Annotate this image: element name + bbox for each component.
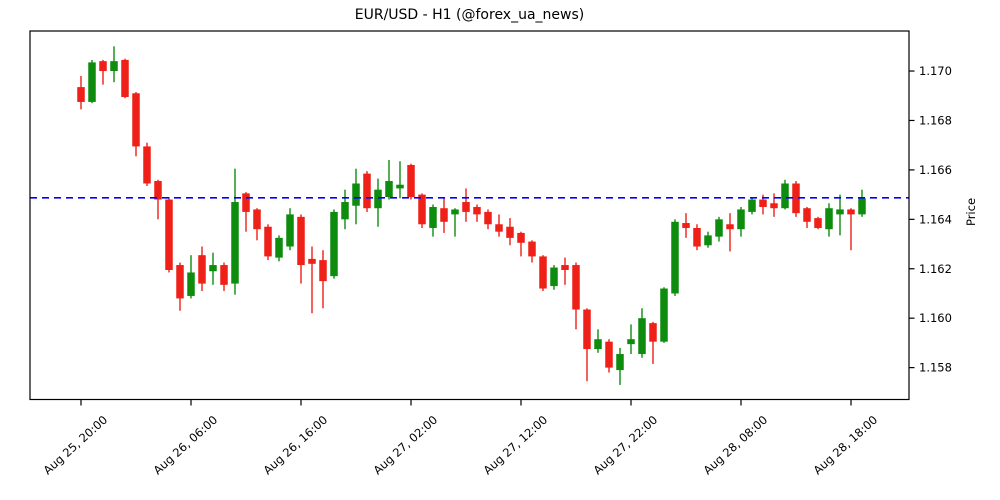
y-tick-label: 1.160: [919, 311, 952, 325]
candle-body-bullish: [341, 202, 349, 220]
candle-body-bullish: [330, 211, 338, 277]
candle-body-bullish: [352, 183, 360, 206]
candle-body-bearish: [583, 309, 591, 350]
candle-body-bearish: [539, 256, 547, 289]
candle-body-bullish: [429, 206, 437, 228]
x-tick-label: Aug 28, 08:00: [700, 413, 770, 478]
y-tick-label: 1.164: [919, 212, 952, 226]
candle-body-bearish: [649, 323, 657, 342]
candle-body-bearish: [473, 206, 481, 215]
candle-body-bullish: [638, 318, 646, 355]
x-tick-label: Aug 26, 16:00: [260, 413, 330, 478]
candle-body-bullish: [660, 288, 668, 342]
candle-body-bullish: [715, 219, 723, 237]
candle-body-bearish: [561, 265, 569, 270]
candle-body-bearish: [847, 209, 855, 215]
candle-body-bearish: [572, 265, 580, 310]
candle-body-bearish: [407, 164, 415, 198]
x-tick-label: Aug 28, 18:00: [810, 413, 880, 478]
candle-body-bearish: [462, 202, 470, 212]
candle-body-bearish: [814, 218, 822, 228]
candle-body-bearish: [770, 203, 778, 209]
candle-body-bullish: [704, 235, 712, 246]
candle-body-bearish: [319, 260, 327, 282]
candle-body-bullish: [286, 214, 294, 247]
candle-body-bullish: [275, 237, 283, 258]
candle-body-bullish: [550, 267, 558, 287]
candle-body-bearish: [803, 208, 811, 222]
y-axis-title: Price: [964, 197, 978, 227]
candle-body-bullish: [836, 209, 844, 215]
candle-body-bearish: [132, 93, 140, 147]
candle-body-bearish: [759, 199, 767, 207]
candle-body-bullish: [110, 61, 118, 72]
candle-body-bullish: [825, 208, 833, 230]
candle-body-bullish: [858, 198, 866, 215]
candle-body-bearish: [121, 59, 129, 97]
candle-body-bearish: [242, 193, 250, 212]
y-tick-label: 1.166: [919, 163, 952, 177]
candle-body-bullish: [594, 339, 602, 350]
candle-body-bullish: [231, 202, 239, 284]
y-tick-label: 1.158: [919, 361, 952, 375]
candle-body-bearish: [77, 87, 85, 102]
candle-body-bullish: [451, 209, 459, 215]
candle-body-bearish: [264, 226, 272, 257]
candle-body-bearish: [99, 61, 107, 72]
candle-body-bearish: [517, 232, 525, 243]
candle-body-bullish: [737, 209, 745, 230]
candle-body-bullish: [187, 272, 195, 296]
candle-body-bullish: [396, 184, 404, 189]
candle-body-bullish: [671, 221, 679, 294]
candle-body-bearish: [198, 255, 206, 284]
candle-body-bearish: [418, 194, 426, 225]
candle-body-bullish: [209, 265, 217, 272]
x-tick-label: Aug 27, 22:00: [590, 413, 660, 478]
candle-body-bearish: [693, 227, 701, 247]
candle-body-bearish: [726, 224, 734, 230]
plot-border: [29, 30, 910, 401]
candle-body-bearish: [220, 265, 228, 285]
candle-body-bearish: [363, 173, 371, 209]
candle-body-bearish: [165, 199, 173, 270]
x-tick-label: Aug 26, 06:00: [150, 413, 220, 478]
candle-body-bearish: [297, 216, 305, 266]
candle-body-bullish: [748, 199, 756, 212]
candle-body-bearish: [253, 209, 261, 230]
candle-body-bearish: [495, 224, 503, 232]
candle-body-bullish: [88, 62, 96, 102]
candle-body-bearish: [792, 183, 800, 214]
candle-body-bullish: [374, 189, 382, 209]
chart-title: EUR/USD - H1 (@forex_ua_news): [354, 7, 585, 23]
candle-body-bullish: [627, 339, 635, 345]
y-tick-label: 1.162: [919, 262, 952, 276]
candle-body-bearish: [484, 211, 492, 225]
x-tick-label: Aug 27, 12:00: [480, 413, 550, 478]
y-tick-label: 1.168: [919, 113, 952, 127]
candle-body-bullish: [385, 181, 393, 198]
x-tick-label: Aug 25, 20:00: [40, 413, 110, 478]
candle-body-bearish: [528, 241, 536, 257]
x-tick-label: Aug 27, 02:00: [370, 413, 440, 478]
candle-body-bearish: [605, 341, 613, 368]
candle-body-bearish: [176, 265, 184, 299]
candle-body-bearish: [308, 258, 316, 264]
candle-body-bearish: [154, 181, 162, 200]
y-tick-label: 1.170: [919, 64, 952, 78]
candle-body-bullish: [616, 354, 624, 371]
candle-body-bearish: [506, 226, 514, 238]
candle-body-bullish: [781, 183, 789, 209]
candle-body-bearish: [143, 146, 151, 184]
candle-body-bearish: [682, 223, 690, 228]
candle-body-bearish: [440, 208, 448, 222]
